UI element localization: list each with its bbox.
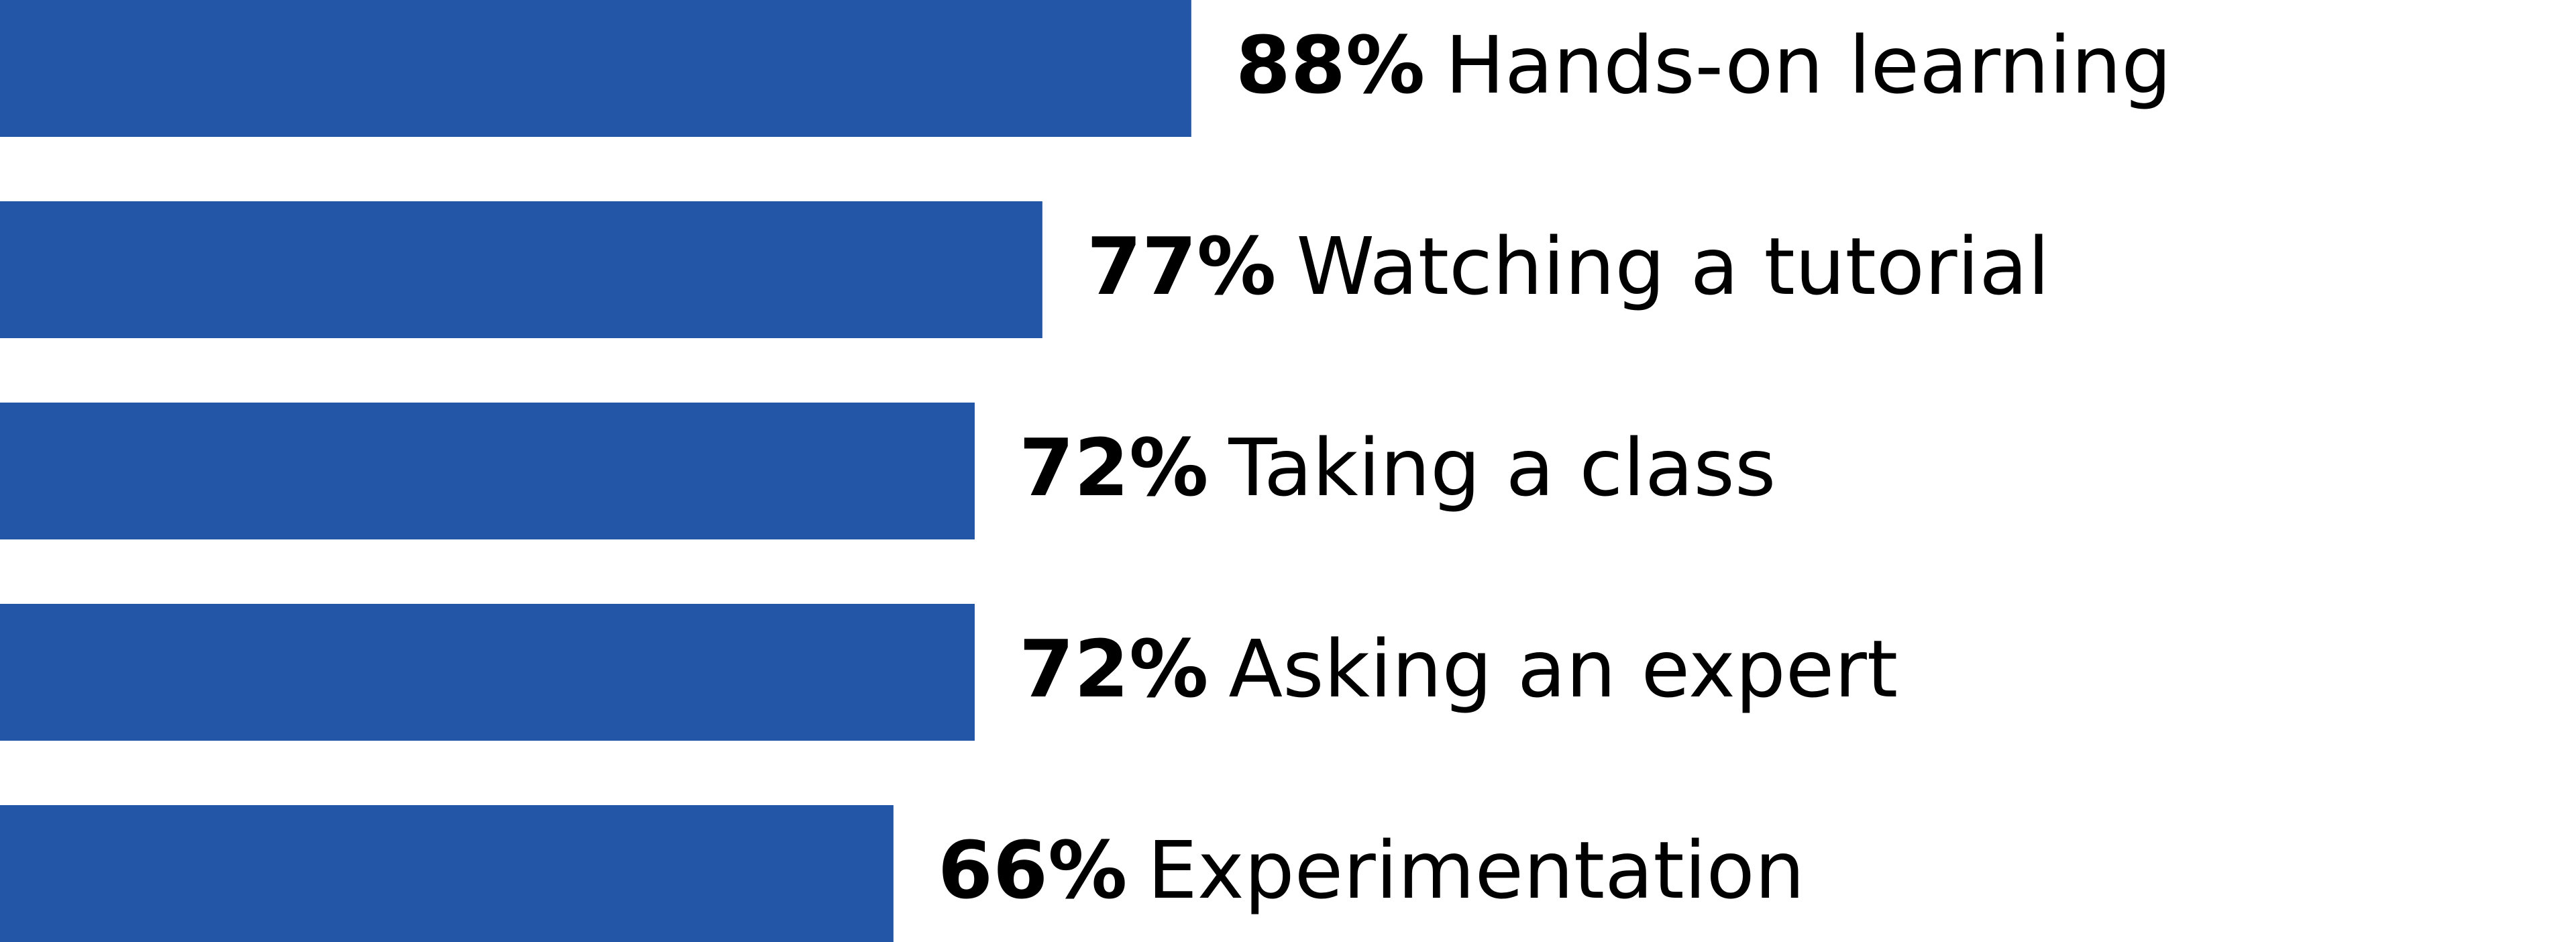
bar-label: 66% Experimentation	[938, 824, 1805, 917]
bar	[0, 0, 1191, 137]
bar-label: 77% Watching a tutorial	[1087, 220, 2050, 313]
bar-label: 72% Taking a class	[1019, 421, 1776, 514]
bar	[0, 201, 1042, 338]
category-label: Asking an expert	[1228, 623, 1898, 715]
bar	[0, 403, 975, 539]
bar-label: 88% Hands-on learning	[1236, 19, 2171, 111]
value-label: 72%	[1019, 623, 1208, 715]
category-label: Hands-on learning	[1445, 19, 2171, 111]
bar	[0, 604, 975, 741]
category-label: Experimentation	[1147, 824, 1805, 917]
value-label: 72%	[1019, 421, 1208, 514]
value-label: 77%	[1087, 220, 1276, 313]
bar-label: 72% Asking an expert	[1019, 623, 1898, 715]
bar	[0, 805, 894, 942]
value-label: 66%	[938, 824, 1127, 917]
category-label: Watching a tutorial	[1296, 220, 2049, 313]
category-label: Taking a class	[1228, 421, 1776, 514]
value-label: 88%	[1236, 19, 1425, 111]
